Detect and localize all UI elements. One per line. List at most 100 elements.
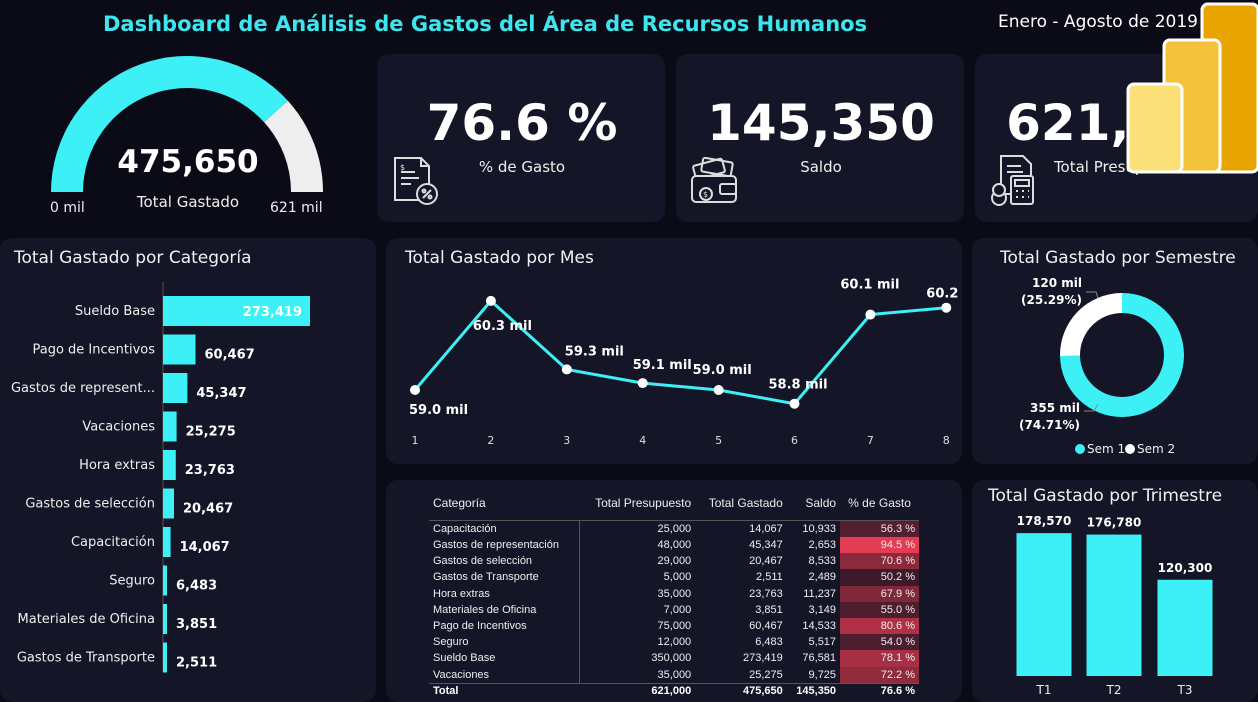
table-cell: 29,000 [657, 555, 692, 568]
category-bar [163, 296, 310, 326]
pct-cell: 94.5 % [840, 537, 919, 554]
table-row: Hora extras 35,000 23,763 11,237 67.9 % [429, 585, 919, 602]
category-label: Materiales de Oficina [18, 612, 155, 627]
table-cell: 9,725 [808, 668, 837, 681]
category-label: Sueldo Base [75, 304, 155, 319]
table-row: Capacitación 25,000 14,067 10,933 56.3 % [429, 520, 919, 537]
chart-title: Total Gastado por Semestre [1000, 248, 1236, 268]
table-cell: 11,237 [803, 587, 837, 600]
month-point [485, 295, 496, 306]
gauge-max-label: 621 mil [270, 200, 323, 216]
category-bar [163, 527, 171, 557]
quarter-tick-label: T2 [1106, 683, 1122, 697]
table-cell: Hora extras [429, 585, 580, 602]
category-bar [163, 488, 175, 519]
table-cell: Materiales de Oficina [429, 601, 580, 618]
semester-chart-card: Total Gastado por Semestre 120 mil (25.29… [972, 238, 1258, 464]
kpi-card-percent: 76.6 % % de Gasto $ [377, 54, 665, 222]
table-cell: 48,000 [657, 539, 692, 552]
pct-cell: 55.0 % [840, 601, 919, 618]
pct-cell: 54.0 % [840, 634, 919, 651]
gauge-value: 475,650 [117, 144, 259, 180]
table-cell: 35,000 [657, 587, 692, 600]
month-data-label: 60.3 mil [473, 319, 532, 334]
kpi-card-balance: 145,350 Saldo $ [676, 54, 964, 222]
category-data-label: 6,483 [176, 579, 217, 594]
table-header-cell[interactable]: Saldo [786, 488, 841, 521]
table-row: Materiales de Oficina 7,000 3,851 3,149 55.0… [429, 601, 919, 618]
category-data-label: 25,275 [186, 425, 236, 440]
donut-percent-label: (74.71%) [1019, 418, 1080, 432]
table-cell: 8,533 [808, 555, 837, 568]
summary-table-card: Categoría Total Presupuesto Total Gastado S… [386, 480, 962, 702]
month-point [410, 385, 420, 395]
chart-title: Total Gastado por Categoría [14, 248, 252, 268]
table-cell: 12,000 [657, 636, 692, 649]
category-data-label: 60,467 [205, 348, 255, 363]
category-label: Vacaciones [82, 420, 155, 435]
category-bar [163, 411, 177, 442]
month-tick-label: 6 [791, 434, 798, 447]
chart-title: Total Gastado por Trimestre [988, 486, 1223, 506]
table-cell: 7,000 [663, 603, 692, 616]
category-bar [163, 565, 167, 596]
category-data-label: 45,347 [196, 386, 246, 401]
table-header-cell[interactable]: Categoría [429, 488, 580, 521]
month-chart-card: Total Gastado por Mes 59.0 mil 1 60.3 mil 2… [386, 238, 962, 464]
quarter-bar [1016, 533, 1072, 676]
gauge-fill [51, 55, 288, 192]
category-bar [163, 450, 176, 480]
table-cell: 10,933 [802, 523, 837, 535]
table-cell: 3,851 [755, 603, 783, 616]
table-cell: 35,000 [657, 668, 692, 681]
gauge-label: Total Gastado [136, 193, 240, 211]
table-cell: 2,653 [808, 539, 837, 552]
pct-cell: 72.2 % [840, 666, 919, 683]
month-line-chart: 59.0 mil 1 60.3 mil 2 59.3 mil 3 59.1 mil 4 59.0… [409, 278, 962, 447]
quarter-chart-card: Total Gastado por Trimestre 178,570 T1 176… [972, 480, 1258, 702]
table-cell: Gastos de selección [429, 553, 580, 570]
table-cell: 350,000 [651, 652, 692, 665]
quarter-data-label: 178,570 [1017, 514, 1072, 528]
table-header-cell[interactable]: Total Presupuesto [579, 488, 696, 521]
category-label: Gastos de Transporte [17, 651, 155, 666]
kpi-label: Saldo [800, 158, 842, 176]
category-label: Gastos de selección [25, 497, 155, 512]
category-data-label: 2,511 [176, 656, 217, 671]
budget-document-icon: $ [394, 157, 438, 205]
kpi-value: 76.6 % [426, 94, 618, 152]
category-label: Seguro [109, 574, 155, 589]
table-total-cell: 621,000 [579, 682, 696, 698]
month-point [941, 302, 952, 313]
pct-cell: 50.2 % [840, 569, 919, 586]
category-data-label: 14,067 [180, 540, 230, 555]
pct-cell: 67.9 % [840, 585, 919, 602]
table-header-cell[interactable]: % de Gasto [840, 488, 919, 521]
donut-leader-line [1086, 291, 1099, 299]
month-data-label: 60.1 mil [840, 278, 899, 293]
month-tick-label: 7 [867, 434, 874, 447]
table-cell: 2,489 [808, 571, 837, 584]
table-row: Pago de Incentivos 75,000 60,467 14,533 80.6… [429, 617, 919, 635]
kpi-value: 145,350 [707, 94, 935, 152]
table-cell: Seguro [429, 634, 580, 651]
table-cell: 2,511 [756, 571, 783, 584]
month-tick-label: 8 [943, 434, 950, 447]
donut-slice [1060, 293, 1184, 417]
table-cell: Sueldo Base [429, 650, 580, 667]
table-row: Vacaciones 35,000 25,275 9,725 72.2 % [429, 666, 919, 683]
legend-label: Sem 2 [1137, 442, 1175, 456]
table-header-cell[interactable]: Total Gastado [695, 488, 787, 521]
table-total-cell: 145,350 [786, 682, 841, 698]
table-cell: 60,467 [749, 620, 783, 633]
table-cell: 5,000 [663, 571, 692, 584]
table-cell: 273,419 [742, 652, 783, 665]
quarter-tick-label: T1 [1036, 683, 1052, 697]
page-title: Dashboard de Análisis de Gastos del Área… [103, 12, 868, 36]
table-cell: Vacaciones [429, 666, 580, 683]
table-cell: 14,533 [802, 620, 837, 633]
pct-cell: 80.6 % [840, 617, 919, 635]
month-tick-label: 2 [487, 434, 494, 447]
month-data-label: 59.0 mil [409, 403, 468, 418]
summary-table: Categoría Total Presupuesto Total Gastado S… [429, 488, 919, 698]
